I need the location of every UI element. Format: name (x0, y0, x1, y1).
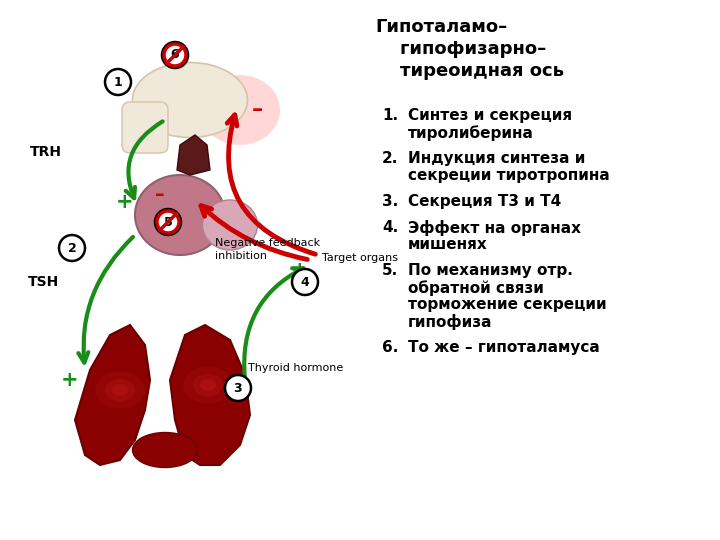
Ellipse shape (202, 200, 258, 250)
Text: inhibition: inhibition (215, 251, 267, 261)
Ellipse shape (193, 374, 223, 396)
Text: +: + (116, 192, 134, 212)
Text: Эффект на органах: Эффект на органах (408, 220, 581, 236)
Text: 3.: 3. (382, 194, 398, 209)
Text: 5.: 5. (382, 263, 398, 278)
Text: TSH: TSH (28, 275, 59, 289)
Text: тиролиберина: тиролиберина (408, 125, 534, 141)
Ellipse shape (200, 379, 216, 391)
Text: Секреция Т3 и Т4: Секреция Т3 и Т4 (408, 194, 562, 209)
Ellipse shape (132, 63, 248, 138)
Ellipse shape (200, 75, 280, 145)
Text: Thyroid hormone: Thyroid hormone (248, 363, 343, 373)
Text: Negative feedback: Negative feedback (215, 238, 320, 248)
Circle shape (155, 209, 181, 235)
Polygon shape (170, 325, 250, 465)
Text: 5: 5 (163, 215, 172, 228)
Text: 1: 1 (114, 76, 122, 89)
Text: 4: 4 (301, 275, 310, 288)
PathPatch shape (177, 135, 210, 175)
Text: секреции тиротропина: секреции тиротропина (408, 168, 610, 183)
Text: –: – (156, 186, 165, 205)
Text: Гипоталамо–: Гипоталамо– (375, 18, 508, 36)
Ellipse shape (95, 372, 145, 409)
Circle shape (105, 69, 131, 95)
Text: обратной связи: обратной связи (408, 280, 544, 296)
Text: То же – гипоталамуса: То же – гипоталамуса (408, 340, 600, 355)
Text: По механизму отр.: По механизму отр. (408, 263, 573, 278)
Ellipse shape (132, 433, 197, 468)
Text: гипофизарно–: гипофизарно– (375, 40, 546, 58)
Text: +: + (61, 370, 78, 390)
Text: мишенях: мишенях (408, 237, 487, 252)
Text: Индукция синтеза и: Индукция синтеза и (408, 151, 585, 166)
Circle shape (162, 42, 188, 68)
Text: 4.: 4. (382, 220, 398, 235)
Text: гипофиза: гипофиза (408, 314, 492, 330)
Circle shape (225, 375, 251, 401)
Ellipse shape (105, 379, 135, 401)
FancyBboxPatch shape (122, 102, 168, 153)
Ellipse shape (112, 384, 128, 396)
Circle shape (292, 269, 318, 295)
Polygon shape (75, 325, 150, 465)
Text: 2: 2 (68, 241, 76, 254)
Text: тиреоидная ось: тиреоидная ось (375, 62, 564, 80)
Text: –: – (251, 100, 263, 120)
Text: торможение секреции: торможение секреции (408, 297, 607, 312)
Circle shape (59, 235, 85, 261)
Text: +: + (291, 260, 309, 280)
Text: 2.: 2. (382, 151, 398, 166)
Text: 6.: 6. (382, 340, 398, 355)
Text: Target organs: Target organs (322, 253, 398, 263)
Text: Синтез и секреция: Синтез и секреция (408, 108, 572, 123)
Text: 6: 6 (171, 49, 179, 62)
Ellipse shape (135, 175, 225, 255)
Text: 1.: 1. (382, 108, 398, 123)
Ellipse shape (183, 366, 233, 404)
Text: TRH: TRH (30, 145, 62, 159)
Text: 3: 3 (234, 381, 243, 395)
